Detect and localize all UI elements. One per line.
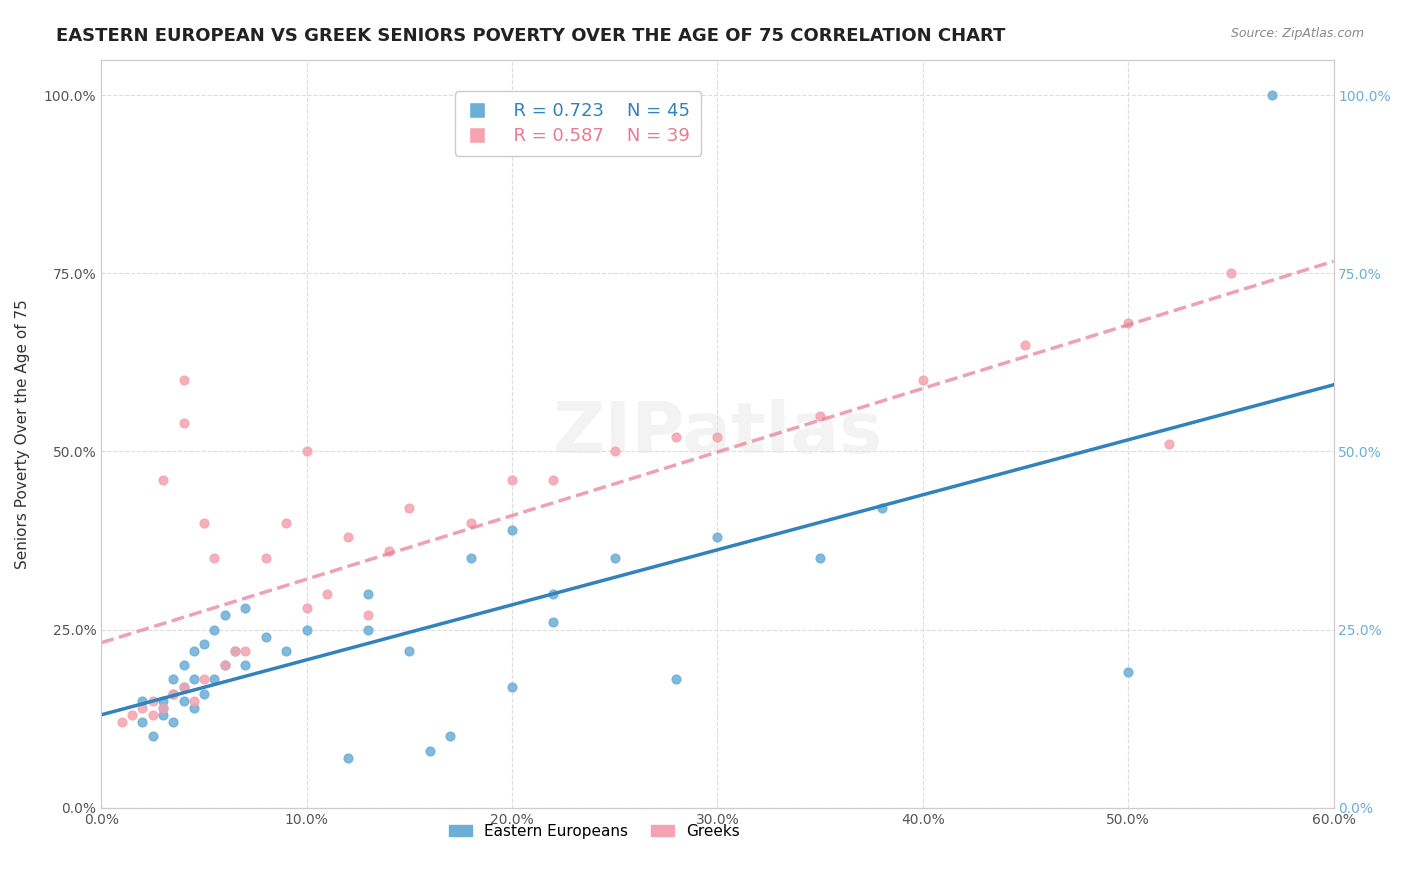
Point [1116,316,1139,330]
Point [233,644,256,658]
Point [224,644,246,658]
Point [173,373,195,387]
Point [1116,665,1139,680]
Point [233,601,256,615]
Point [202,623,225,637]
Point [183,694,205,708]
Point [276,644,298,658]
Point [870,501,893,516]
Point [152,473,174,487]
Point [254,630,277,644]
Y-axis label: Seniors Poverty Over the Age of 75: Seniors Poverty Over the Age of 75 [15,299,30,568]
Point [173,658,195,673]
Point [152,701,174,715]
Point [214,658,236,673]
Point [152,694,174,708]
Point [501,680,523,694]
Point [357,608,380,623]
Point [1159,437,1181,451]
Point [162,687,184,701]
Point [173,680,195,694]
Point [541,473,564,487]
Point [706,530,728,544]
Point [131,694,153,708]
Point [173,416,195,430]
Point [419,744,441,758]
Point [706,430,728,444]
Point [808,409,831,423]
Point [336,751,359,765]
Text: ZIPatlas: ZIPatlas [553,400,883,468]
Point [214,658,236,673]
Point [173,680,195,694]
Point [501,523,523,537]
Point [911,373,934,387]
Point [541,615,564,630]
Point [162,715,184,730]
Point [254,551,277,566]
Point [111,715,134,730]
Point [808,551,831,566]
Point [193,673,215,687]
Point [1261,88,1284,103]
Point [295,601,318,615]
Point [183,644,205,658]
Text: EASTERN EUROPEAN VS GREEK SENIORS POVERTY OVER THE AGE OF 75 CORRELATION CHART: EASTERN EUROPEAN VS GREEK SENIORS POVERT… [56,27,1005,45]
Point [142,730,165,744]
Point [152,708,174,723]
Point [142,708,165,723]
Point [121,708,143,723]
Point [665,430,688,444]
Legend: Eastern Europeans, Greeks: Eastern Europeans, Greeks [443,818,745,845]
Text: Source: ZipAtlas.com: Source: ZipAtlas.com [1230,27,1364,40]
Point [357,623,380,637]
Point [295,623,318,637]
Point [541,587,564,601]
Point [439,730,461,744]
Point [183,701,205,715]
Point [162,687,184,701]
Point [603,444,626,458]
Point [142,694,165,708]
Point [233,658,256,673]
Point [378,544,401,558]
Point [603,551,626,566]
Point [398,644,420,658]
Point [193,637,215,651]
Point [357,587,380,601]
Point [460,516,482,530]
Point [193,516,215,530]
Point [183,673,205,687]
Point [131,701,153,715]
Point [173,694,195,708]
Point [316,587,339,601]
Point [1014,337,1036,351]
Point [214,608,236,623]
Point [276,516,298,530]
Point [193,687,215,701]
Point [224,644,246,658]
Point [295,444,318,458]
Point [460,551,482,566]
Point [398,501,420,516]
Point [336,530,359,544]
Point [202,551,225,566]
Point [162,673,184,687]
Point [665,673,688,687]
Point [501,473,523,487]
Point [1219,266,1241,280]
Point [131,715,153,730]
Point [202,673,225,687]
Point [152,701,174,715]
